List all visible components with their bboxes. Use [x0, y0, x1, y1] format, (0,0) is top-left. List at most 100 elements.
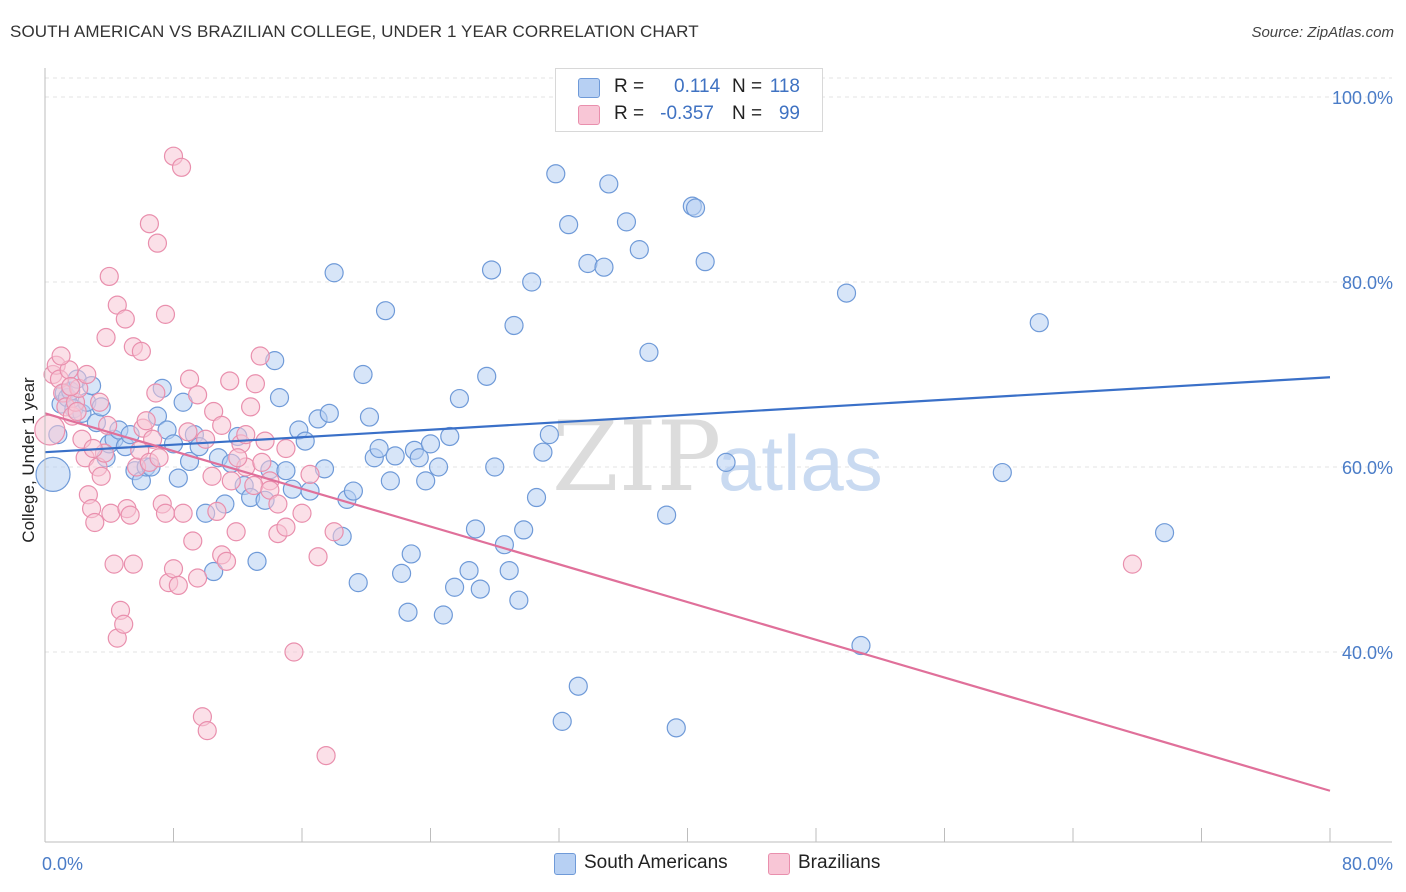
data-point: [96, 327, 116, 348]
trend-line: [44, 412, 1331, 792]
grid-lines: [45, 77, 1392, 653]
data-point: [559, 215, 579, 235]
data-point: [348, 573, 368, 593]
data-point: [255, 431, 275, 451]
data-point: [353, 364, 373, 385]
data-point: [268, 494, 288, 514]
chart-title: SOUTH AMERICAN VS BRAZILIAN COLLEGE, UND…: [10, 22, 699, 41]
data-point: [851, 635, 871, 656]
legend-swatch-brazilians: [578, 105, 600, 125]
data-point: [147, 233, 168, 253]
legend-r-value: 0.114: [674, 76, 721, 97]
data-point: [522, 272, 542, 292]
y-tick-label: 100.0%: [1332, 88, 1393, 108]
data-point: [282, 479, 302, 499]
data-point: [509, 590, 529, 610]
data-point: [173, 503, 193, 523]
data-point: [295, 431, 315, 451]
data-point: [499, 560, 519, 581]
data-point: [276, 517, 296, 537]
data-point: [228, 448, 248, 468]
data-point: [196, 429, 216, 449]
series-brazilians: [34, 146, 1143, 766]
data-point: [131, 341, 151, 361]
data-point: [236, 425, 256, 445]
data-point: [216, 551, 237, 571]
data-point: [99, 266, 119, 287]
y-axis-label: College, Under 1 year: [19, 377, 38, 543]
data-point: [324, 522, 344, 542]
tick-labels: 40.0% 60.0% 80.0% 100.0% 0.0% 80.0% College, U…: [19, 88, 1393, 874]
data-point: [187, 568, 208, 588]
data-point: [319, 403, 339, 423]
data-point: [149, 448, 169, 468]
data-point: [657, 505, 677, 525]
legend-r-value: -0.357: [660, 103, 714, 124]
data-point: [465, 519, 486, 539]
data-point: [212, 415, 232, 435]
data-point: [546, 164, 566, 184]
legend-n-value: 99: [778, 103, 800, 124]
data-point: [428, 457, 449, 477]
data-point: [34, 414, 66, 446]
data-point: [120, 505, 140, 525]
data-point: [35, 456, 71, 492]
data-point: [992, 462, 1012, 483]
data-point: [244, 475, 264, 496]
data-point: [1029, 313, 1049, 333]
data-point: [207, 501, 227, 521]
data-point: [629, 240, 649, 260]
data-point: [695, 252, 715, 272]
data-point: [449, 388, 470, 409]
legend-r-label: R =: [614, 103, 645, 124]
data-point: [343, 481, 363, 501]
data-point: [578, 253, 598, 274]
data-point: [90, 392, 110, 412]
data-point: [163, 559, 184, 579]
data-point: [481, 260, 502, 280]
legend-row-south-americans: R = 0.114 N = 118: [556, 74, 822, 102]
data-point: [292, 503, 312, 523]
data-point: [685, 198, 706, 218]
data-point: [440, 426, 460, 447]
data-point: [420, 434, 441, 454]
data-point: [139, 214, 160, 234]
data-point: [252, 452, 272, 472]
data-point: [104, 554, 124, 574]
legend-swatch-south-americans: [554, 853, 576, 875]
legend-label-brazilians: Brazilians: [798, 852, 881, 873]
data-point: [375, 301, 396, 321]
data-point: [308, 547, 328, 567]
data-point: [123, 554, 143, 574]
data-point: [599, 174, 619, 194]
data-point: [504, 315, 524, 336]
data-point: [514, 520, 534, 540]
data-point: [220, 371, 240, 391]
data-point: [241, 397, 261, 417]
watermark-atlas: atlas: [718, 419, 883, 507]
data-point: [300, 464, 320, 484]
data-point: [385, 446, 405, 466]
data-point: [168, 468, 188, 488]
data-point: [245, 374, 266, 394]
data-point: [594, 257, 614, 277]
axes: [44, 68, 1392, 843]
data-point: [91, 466, 111, 486]
trend-lines: [44, 376, 1331, 792]
source-label: Source: ZipAtlas.com: [1251, 24, 1394, 41]
data-point: [221, 471, 241, 491]
data-point: [101, 503, 121, 523]
data-point: [401, 544, 421, 564]
data-point: [324, 263, 344, 283]
data-point: [155, 503, 176, 523]
legend-n-label: N =: [732, 76, 763, 97]
data-point: [416, 471, 436, 491]
data-point: [639, 342, 659, 362]
data-point: [269, 388, 290, 408]
data-point: [380, 471, 400, 491]
data-point: [284, 642, 304, 662]
watermark-zip: ZIP: [552, 401, 721, 513]
data-point: [459, 560, 479, 581]
data-point: [552, 711, 572, 731]
data-point: [67, 401, 87, 422]
